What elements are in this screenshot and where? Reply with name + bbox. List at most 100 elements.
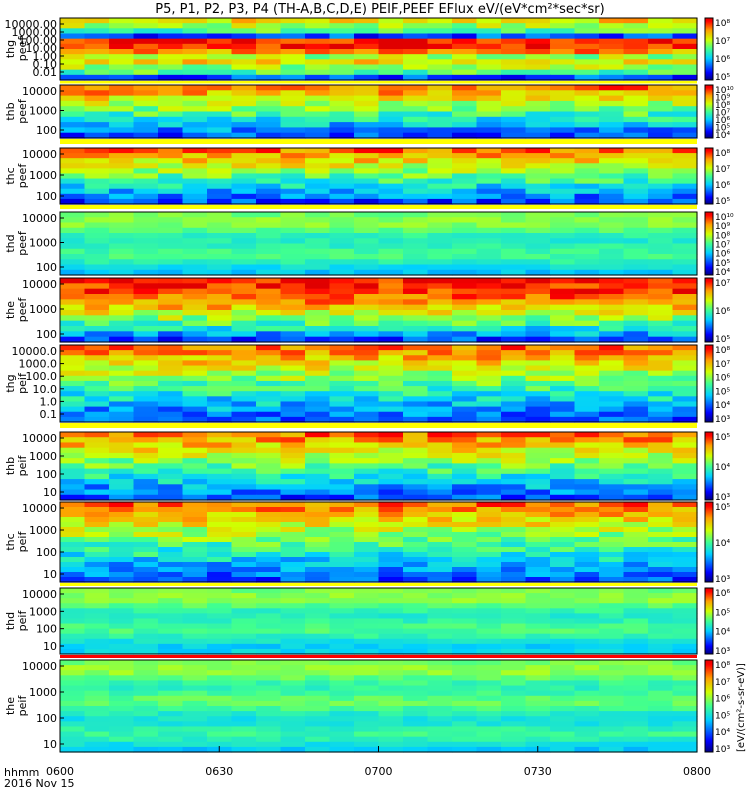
heatmap-cell (648, 233, 674, 239)
heatmap-cell (550, 572, 576, 578)
heatmap-cell (403, 355, 429, 361)
heatmap-cell (109, 122, 135, 128)
heatmap-cell (256, 33, 282, 40)
heatmap-cell (84, 648, 110, 655)
heatmap-cell (452, 643, 478, 650)
heatmap-cell (403, 178, 429, 185)
heatmap-cell (109, 18, 135, 24)
heatmap-cell (60, 411, 86, 418)
heatmap-cell (525, 452, 551, 459)
heatmap-cell (60, 537, 86, 543)
heatmap-cell (672, 304, 698, 311)
heatmap-cell (525, 603, 551, 609)
heatmap-cell (158, 74, 184, 81)
heatmap-cell (599, 380, 625, 387)
heatmap-cell (501, 158, 527, 164)
heatmap-cell (452, 638, 478, 645)
heatmap-cell (207, 122, 233, 128)
heatmap-cell (182, 623, 208, 630)
heatmap-cell (133, 726, 159, 733)
heatmap-cell (672, 416, 698, 423)
heatmap-cell (133, 623, 159, 630)
heatmap-cell (550, 484, 576, 491)
heatmap-cell (550, 100, 576, 107)
heatmap-cell (550, 69, 576, 76)
heatmap-cell (182, 310, 208, 316)
heatmap-cell (648, 542, 674, 548)
heatmap-cell (403, 288, 429, 295)
heatmap-cell (672, 360, 698, 367)
heatmap-cell (672, 132, 698, 139)
heatmap-cell (623, 507, 649, 513)
heatmap-cell (207, 552, 233, 558)
heatmap-cell (280, 238, 306, 245)
heatmap-cell (60, 648, 86, 655)
heatmap-cell (476, 736, 502, 743)
heatmap-cell (501, 132, 527, 139)
y-tick-label: 0.01 (33, 66, 58, 79)
heatmap-cell (329, 527, 355, 533)
heatmap-cell (550, 396, 576, 403)
heatmap-cell (158, 269, 184, 276)
heatmap-cell (182, 577, 208, 583)
heatmap-cell (476, 264, 502, 271)
heatmap-cell (672, 74, 698, 81)
heatmap-cell (648, 484, 674, 491)
heatmap-cell (378, 593, 404, 599)
heatmap-cell (574, 283, 600, 290)
heatmap-cell (305, 700, 331, 707)
heatmap-cell (574, 721, 600, 728)
heatmap-cell (599, 608, 625, 614)
heatmap-cell (158, 360, 184, 367)
heatmap-cell (60, 43, 86, 50)
heatmap-cell (133, 522, 159, 528)
heatmap-cell (452, 380, 478, 387)
heatmap-cell (207, 74, 233, 81)
heatmap-cell (525, 618, 551, 625)
heatmap-cell (599, 198, 625, 205)
heatmap-cell (378, 489, 404, 496)
heatmap-cell (574, 512, 600, 518)
heatmap-cell (378, 633, 404, 640)
heatmap-cell (378, 716, 404, 722)
heatmap-cell (109, 484, 135, 491)
colorbar-tick-label: 10⁴ (715, 539, 730, 549)
heatmap-cell (231, 193, 257, 200)
heatmap-cell (109, 233, 135, 239)
heatmap-cell (403, 695, 429, 702)
heatmap-cell (133, 736, 159, 743)
heatmap-cell (599, 168, 625, 175)
heatmap-cell (256, 401, 282, 408)
heatmap-cell (354, 479, 380, 485)
heatmap-cell (574, 350, 600, 356)
heatmap-cell (329, 370, 355, 377)
heatmap-cell (378, 168, 404, 175)
heatmap-cell (329, 741, 355, 748)
heatmap-cell (305, 716, 331, 722)
heatmap-cell (476, 562, 502, 568)
heatmap-cell (207, 442, 233, 449)
colorbar-tick-label: 10⁴ (715, 628, 730, 638)
heatmap-cell (648, 706, 674, 712)
heatmap-cell (256, 49, 282, 55)
heatmap-cell (599, 370, 625, 377)
fill-band (60, 205, 697, 209)
heatmap-cell (133, 248, 159, 255)
heatmap-cell (182, 122, 208, 128)
heatmap-cell (403, 315, 429, 322)
heatmap-cell (525, 502, 551, 508)
heatmap-cell (403, 489, 429, 496)
heatmap-cell (378, 484, 404, 491)
y-tick-label: 10000 (22, 148, 57, 161)
heatmap-cell (133, 442, 159, 449)
heatmap-cell (378, 54, 404, 60)
heatmap-cell (231, 370, 257, 377)
heatmap-cell (452, 623, 478, 630)
heatmap-cell (305, 484, 331, 491)
heatmap-cell (256, 567, 282, 573)
heatmap-cell (158, 608, 184, 614)
heatmap-cell (280, 706, 306, 712)
heatmap-cell (207, 173, 233, 180)
heatmap-cell (378, 479, 404, 485)
heatmap-cell (525, 675, 551, 682)
